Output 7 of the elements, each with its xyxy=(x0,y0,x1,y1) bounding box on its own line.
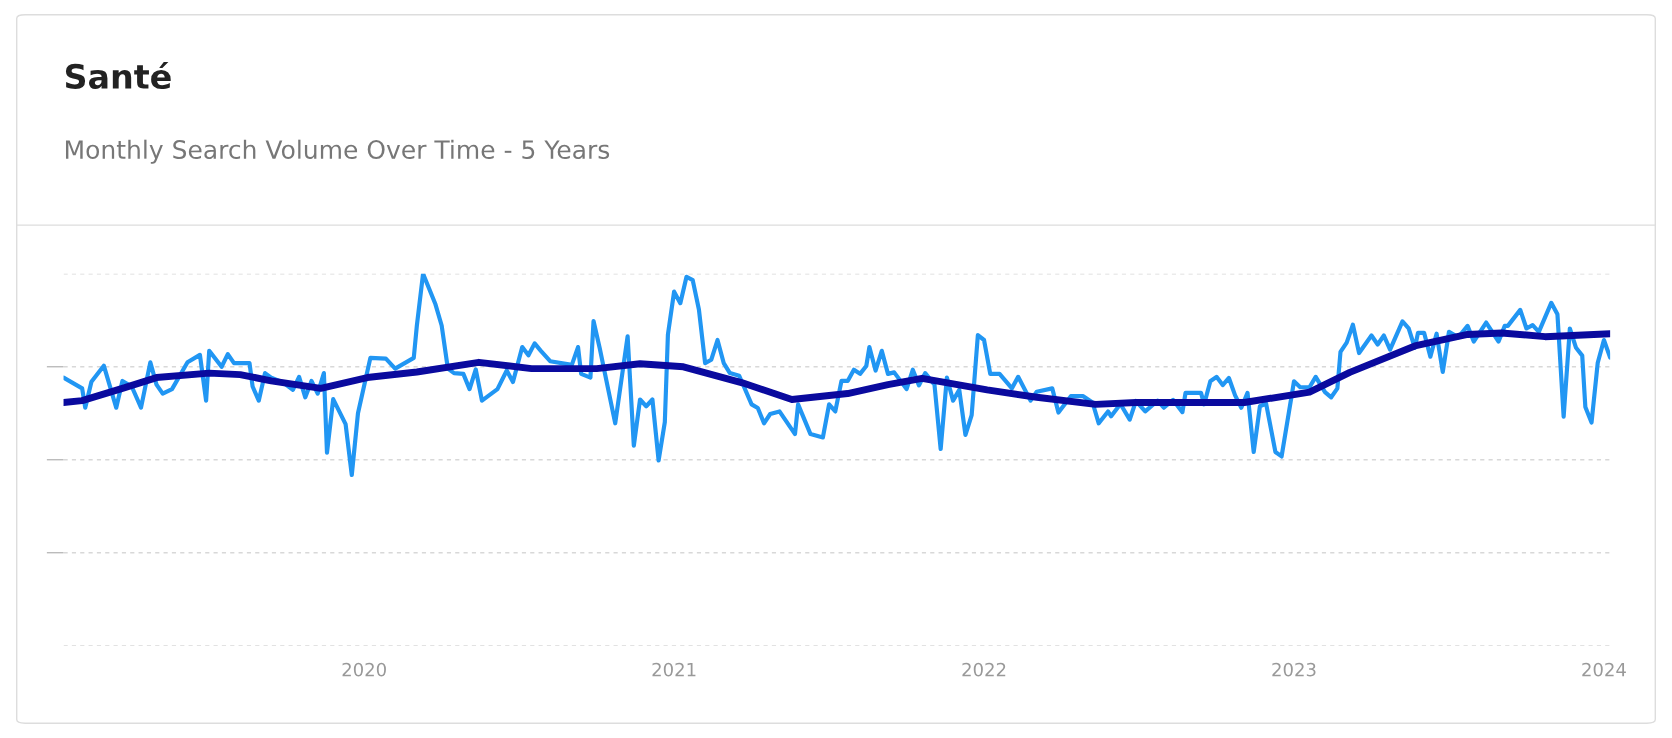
x-tick-label: 2022 xyxy=(962,662,1006,677)
x-tick-label: 2023 xyxy=(1272,662,1316,677)
x-tick-label: 2020 xyxy=(342,662,386,677)
x-tick-label: 2024 xyxy=(1582,662,1626,677)
chart-title: Santé xyxy=(65,61,171,90)
x-tick-label: 2021 xyxy=(652,662,696,677)
chart-subtitle: Monthly Search Volume Over Time - 5 Years xyxy=(65,139,610,164)
